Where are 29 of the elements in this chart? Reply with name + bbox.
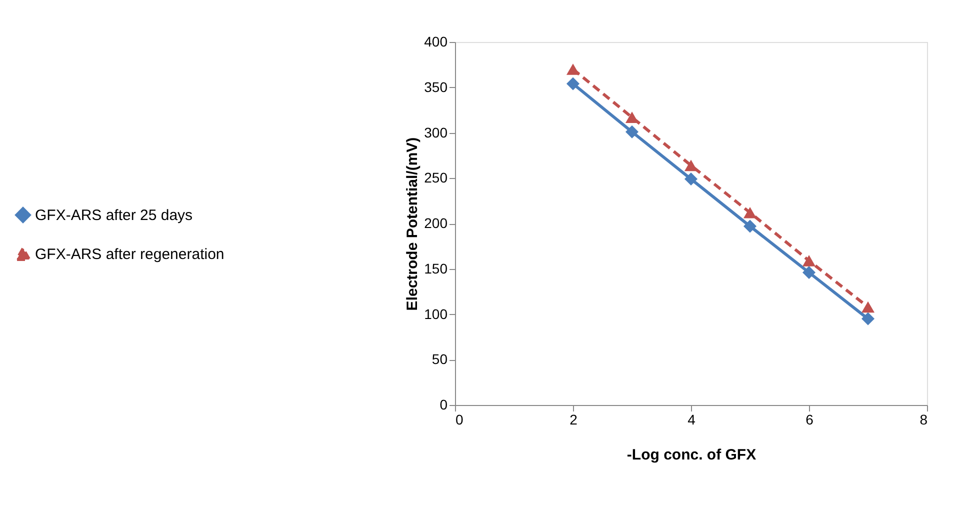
y-tick-label: 150 [424, 260, 448, 276]
point [566, 64, 580, 75]
y-tick-label: 250 [424, 170, 448, 186]
point [743, 220, 757, 233]
y-tick-label: 0 [440, 396, 448, 412]
point [743, 206, 757, 218]
legend-label: GFX-ARS after regeneration [35, 246, 224, 263]
y-tick-label: 300 [424, 124, 448, 140]
y-tick-label: 400 [424, 34, 448, 50]
x-tick-label: 2 [570, 412, 578, 428]
point [861, 312, 875, 326]
legend-label: GFX-ARS after 25 days [35, 207, 193, 224]
point [684, 172, 698, 186]
y-tick-label: 100 [424, 306, 448, 322]
x-axis-title: -Log conc. of GFX [626, 446, 756, 464]
y-tick-label: 50 [432, 351, 448, 368]
point [684, 160, 698, 172]
point [861, 301, 875, 313]
point [566, 77, 580, 90]
x-tick-label: 4 [688, 412, 696, 428]
y-tick-label: 350 [424, 78, 448, 95]
x-tick-label: 0 [456, 412, 464, 428]
y-tick-label: 200 [424, 215, 448, 231]
y-axis-title: Electrode Potential/(mV) [404, 137, 422, 311]
point [802, 266, 816, 280]
x-tick-label: 6 [806, 412, 814, 428]
point [802, 255, 816, 266]
x-tick-label: 8 [920, 412, 928, 428]
point [625, 125, 639, 138]
